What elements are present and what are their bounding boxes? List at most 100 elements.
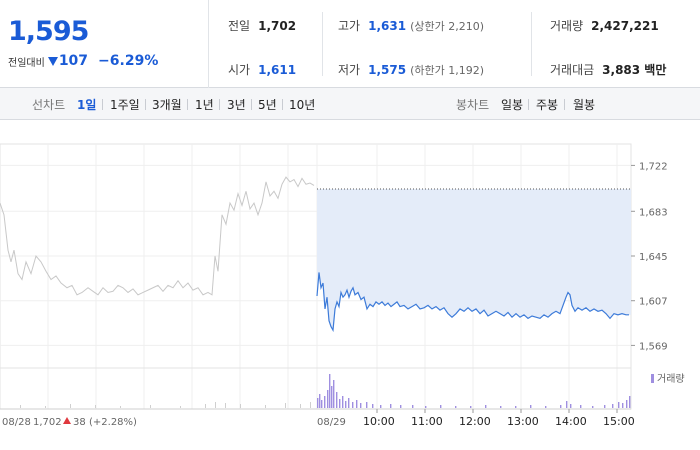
volume-bar	[95, 405, 96, 408]
current-price: 1,595	[8, 16, 89, 47]
change-percent: −6.29%	[98, 53, 159, 69]
upper-limit: (상한가 2,210)	[410, 20, 484, 33]
volume-bar	[440, 405, 442, 408]
volume-value: 2,427,221	[591, 19, 659, 33]
change-label: 전일대비	[8, 57, 45, 69]
volume-bar	[150, 405, 151, 408]
y-tick-label: 1,683	[639, 207, 668, 218]
volume-bar	[626, 400, 628, 408]
prev-close-label: 전일	[228, 19, 251, 33]
prev-change-percent: (+2.28%)	[89, 417, 137, 428]
volume-bar	[329, 374, 331, 408]
y-axis-ticks: 1,722 1,683 1,645 1,607 1,569	[631, 161, 668, 352]
x-tick-label: 10:00	[363, 415, 395, 428]
toolbar-divider	[528, 99, 529, 110]
toolbar-divider	[564, 99, 565, 110]
prev-change-text: 38	[73, 417, 86, 428]
chart-toolbar: 선차트 1일 1주일 3개월 1년 3년 5년 10년 봉차트 일봉 주봉 월봉	[0, 88, 700, 120]
volume-bar	[500, 406, 502, 408]
down-triangle-icon	[47, 56, 58, 66]
period-5y[interactable]: 5년	[258, 98, 277, 112]
volume-bar	[285, 403, 286, 408]
volume-bar	[265, 405, 266, 408]
volume-bar	[622, 403, 624, 408]
volume-bar	[300, 404, 301, 408]
toolbar-divider	[102, 99, 103, 110]
toolbar-divider	[187, 99, 188, 110]
high-stat: 고가 1,631 (상한가 2,210)	[338, 17, 484, 34]
volume-bar	[366, 402, 368, 408]
x-tick-label: 13:00	[507, 415, 539, 428]
low-value: 1,575	[368, 63, 407, 77]
volume-bar	[352, 402, 354, 408]
toolbar-divider	[145, 99, 146, 110]
candle-chart-label: 봉차트	[456, 98, 490, 112]
current-price-box: 1,595 전일대비 107 −6.29%	[0, 0, 209, 88]
volume-stat: 거래량 2,427,221	[550, 17, 659, 34]
volume-bar	[390, 404, 392, 408]
today-area-fill	[317, 188, 631, 331]
volume-panel-frame	[0, 367, 632, 410]
volume-bar	[120, 406, 121, 408]
y-tick-label: 1,569	[639, 341, 668, 352]
lower-limit: (하한가 1,192)	[410, 64, 484, 77]
price-chart[interactable]: 1,722 1,683 1,645 1,607 1,569 거래량 10:00 11:00…	[0, 120, 700, 450]
volume-bar	[570, 404, 572, 408]
period-1w[interactable]: 1주일	[110, 98, 140, 112]
volume-bar	[20, 405, 21, 408]
amount-stat: 거래대금 3,883 백만	[550, 61, 666, 78]
open-label: 시가	[228, 63, 251, 77]
period-10y[interactable]: 10년	[289, 98, 316, 112]
up-triangle-icon	[63, 417, 71, 424]
volume-bar	[629, 396, 631, 408]
change-row: 전일대비 107 −6.29%	[8, 53, 158, 69]
volume-bar	[70, 404, 71, 408]
x-axis-ticks: 10:00 11:00 12:00 13:00 14:00 15:00	[363, 409, 635, 428]
today-date-label: 08/29	[317, 417, 346, 428]
volume-bar	[356, 400, 358, 408]
period-3y[interactable]: 3년	[227, 98, 246, 112]
low-stat: 저가 1,575 (하한가 1,192)	[338, 61, 484, 78]
volume-label: 거래량	[550, 19, 584, 33]
toolbar-divider	[282, 99, 283, 110]
volume-bars	[20, 374, 631, 408]
volume-bar	[592, 406, 594, 408]
volume-bar	[515, 406, 517, 408]
volume-bar	[310, 402, 311, 408]
volume-bar	[319, 394, 321, 408]
volume-legend-label: 거래량	[657, 373, 685, 385]
volume-bar	[342, 396, 344, 408]
candle-daily[interactable]: 일봉	[501, 98, 524, 112]
stat-divider	[322, 12, 323, 76]
period-3m[interactable]: 3개월	[152, 98, 182, 112]
volume-bar	[324, 396, 326, 408]
y-tick-label: 1,645	[639, 252, 668, 263]
period-1y[interactable]: 1년	[195, 98, 214, 112]
volume-bar	[205, 404, 206, 408]
volume-bar	[339, 399, 341, 408]
volume-bar	[580, 405, 582, 408]
period-1d[interactable]: 1일	[77, 98, 97, 112]
volume-bar	[336, 392, 338, 408]
volume-bar	[612, 404, 614, 408]
x-tick-label: 14:00	[555, 415, 587, 428]
volume-bar	[345, 401, 347, 408]
volume-bar	[321, 400, 323, 408]
candle-weekly[interactable]: 주봉	[536, 98, 559, 112]
volume-bar	[566, 401, 568, 408]
prev-date-label: 08/28	[2, 417, 31, 428]
x-tick-label: 15:00	[603, 415, 635, 428]
volume-bar	[455, 406, 457, 408]
volume-bar	[530, 405, 532, 408]
x-tick-label: 11:00	[411, 415, 443, 428]
low-label: 저가	[338, 63, 361, 77]
candle-monthly[interactable]: 월봉	[573, 98, 596, 112]
volume-bar	[348, 398, 350, 408]
open-value: 1,611	[258, 63, 297, 77]
volume-bar	[400, 405, 402, 408]
change-value: 107	[58, 53, 89, 69]
volume-bar	[333, 380, 335, 408]
volume-bar	[470, 406, 472, 408]
volume-bar	[412, 405, 414, 408]
prev-close-value: 1,702	[258, 19, 297, 33]
